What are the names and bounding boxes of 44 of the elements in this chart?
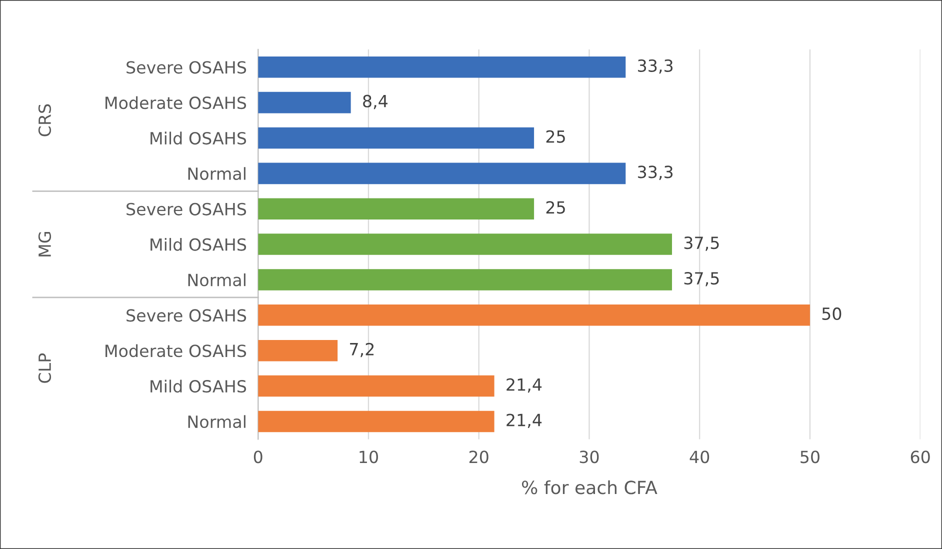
y-tick-label: Normal <box>188 167 246 180</box>
y-tick-label: Normal <box>188 273 246 286</box>
bar <box>258 410 494 432</box>
data-label: 37,5 <box>684 272 719 286</box>
bar <box>258 304 810 326</box>
bar <box>258 269 672 290</box>
bar <box>258 162 626 184</box>
text: CRS <box>38 104 52 136</box>
y-tick-label: Mild OSAHS <box>150 132 246 145</box>
y-tick-label: Moderate OSAHS <box>106 96 246 110</box>
x-tick-label: 40 <box>690 450 710 464</box>
x-tick-label: 20 <box>469 450 488 464</box>
data-label: 8,4 <box>363 94 388 110</box>
y-tick-label: Severe OSAHS <box>126 202 246 216</box>
text: CLP <box>38 353 52 383</box>
data-label: 7,2 <box>350 342 374 358</box>
data-label: 21,4 <box>506 378 542 393</box>
bar <box>258 375 494 397</box>
y-tick-label: Mild OSAHS <box>150 238 246 251</box>
data-label: 50 <box>822 307 842 320</box>
y-tick-label: Severe OSAHS <box>126 61 246 74</box>
x-axis-title: % for each CFA <box>522 480 658 494</box>
x-tick-label: 50 <box>800 450 820 464</box>
data-label: 37,5 <box>684 236 719 251</box>
x-tick-label: 10 <box>360 450 378 464</box>
text: MG <box>38 232 52 256</box>
data-label: 25 <box>546 201 565 214</box>
bar <box>258 234 672 255</box>
bar <box>258 198 534 220</box>
x-tick-label: 0 <box>254 450 262 464</box>
y-tick-label: Normal <box>188 415 246 428</box>
data-label: 33,3 <box>638 59 673 74</box>
y-tick-label: Moderate OSAHS <box>106 344 246 358</box>
bar <box>258 92 351 114</box>
x-tick-label: 30 <box>580 450 599 464</box>
y-tick-label: Mild OSAHS <box>150 380 246 393</box>
bar <box>258 56 626 78</box>
data-label: 33,3 <box>638 166 673 180</box>
x-tick-label: 60 <box>910 450 930 464</box>
bar <box>258 127 534 149</box>
bar <box>258 340 338 362</box>
data-label: 25 <box>546 130 565 143</box>
data-label: 21,4 <box>506 414 542 428</box>
y-tick-label: Severe OSAHS <box>126 309 246 322</box>
